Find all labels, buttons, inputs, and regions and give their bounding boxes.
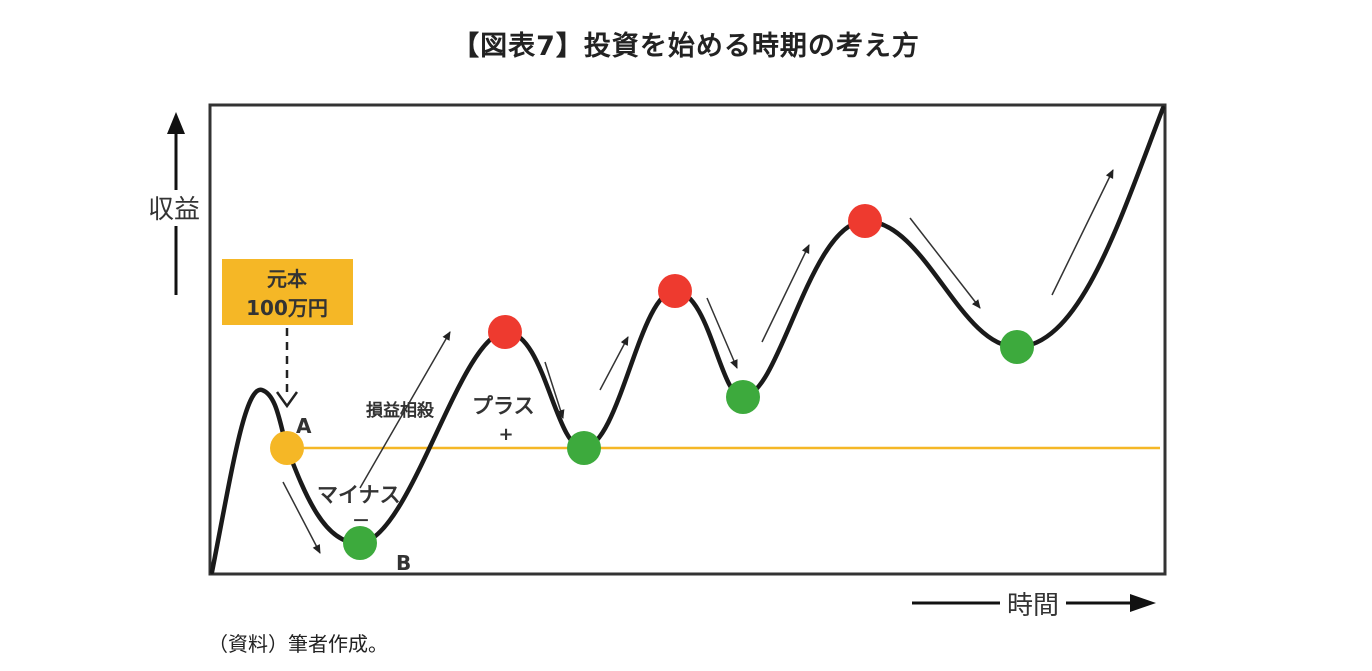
sell-point-3 [848, 204, 882, 238]
minus-sign-label: － [352, 511, 370, 532]
trend-arrow-down-2 [544, 361, 565, 419]
buy-point-4 [1000, 330, 1034, 364]
principal-box-line1: 元本 [267, 267, 307, 291]
trend-arrow-down-3 [706, 297, 738, 369]
trend-arrow-down-4 [909, 217, 981, 309]
page-title: 【図表7】投資を始める時期の考え方 [452, 31, 920, 62]
point-b-label: B [396, 551, 411, 575]
trend-arrow-up-2 [599, 336, 629, 391]
buy-point-b [343, 526, 377, 560]
principal-box-line2: 100万円 [246, 296, 328, 320]
buy-point-3 [726, 380, 760, 414]
plus-label: プラス [472, 394, 535, 418]
x-axis-label: 時間 [1007, 591, 1059, 621]
minus-label: マイナス [317, 483, 401, 507]
sell-point-2 [658, 274, 692, 308]
trend-arrow-up-4 [1051, 169, 1114, 296]
trend-arrow-up-3 [761, 244, 810, 343]
plus-sign-label: + [498, 424, 513, 445]
principal-dashed-arrowhead-icon [275, 391, 299, 409]
sell-point-1 [488, 315, 522, 349]
source-note: （資料）筆者作成。 [208, 632, 388, 656]
principal-box [222, 259, 353, 325]
trend-arrow-up-1 [359, 331, 451, 489]
offset-label: 損益相殺 [366, 400, 435, 421]
y-axis-label: 収益 [148, 195, 200, 225]
buy-point-2 [567, 431, 601, 465]
x-axis-arrowhead-icon [1130, 594, 1156, 612]
y-axis-arrowhead-icon [167, 112, 185, 134]
trend-arrow-down-1 [282, 481, 321, 554]
point-a-label: A [296, 414, 312, 438]
start-point-a [270, 431, 304, 465]
